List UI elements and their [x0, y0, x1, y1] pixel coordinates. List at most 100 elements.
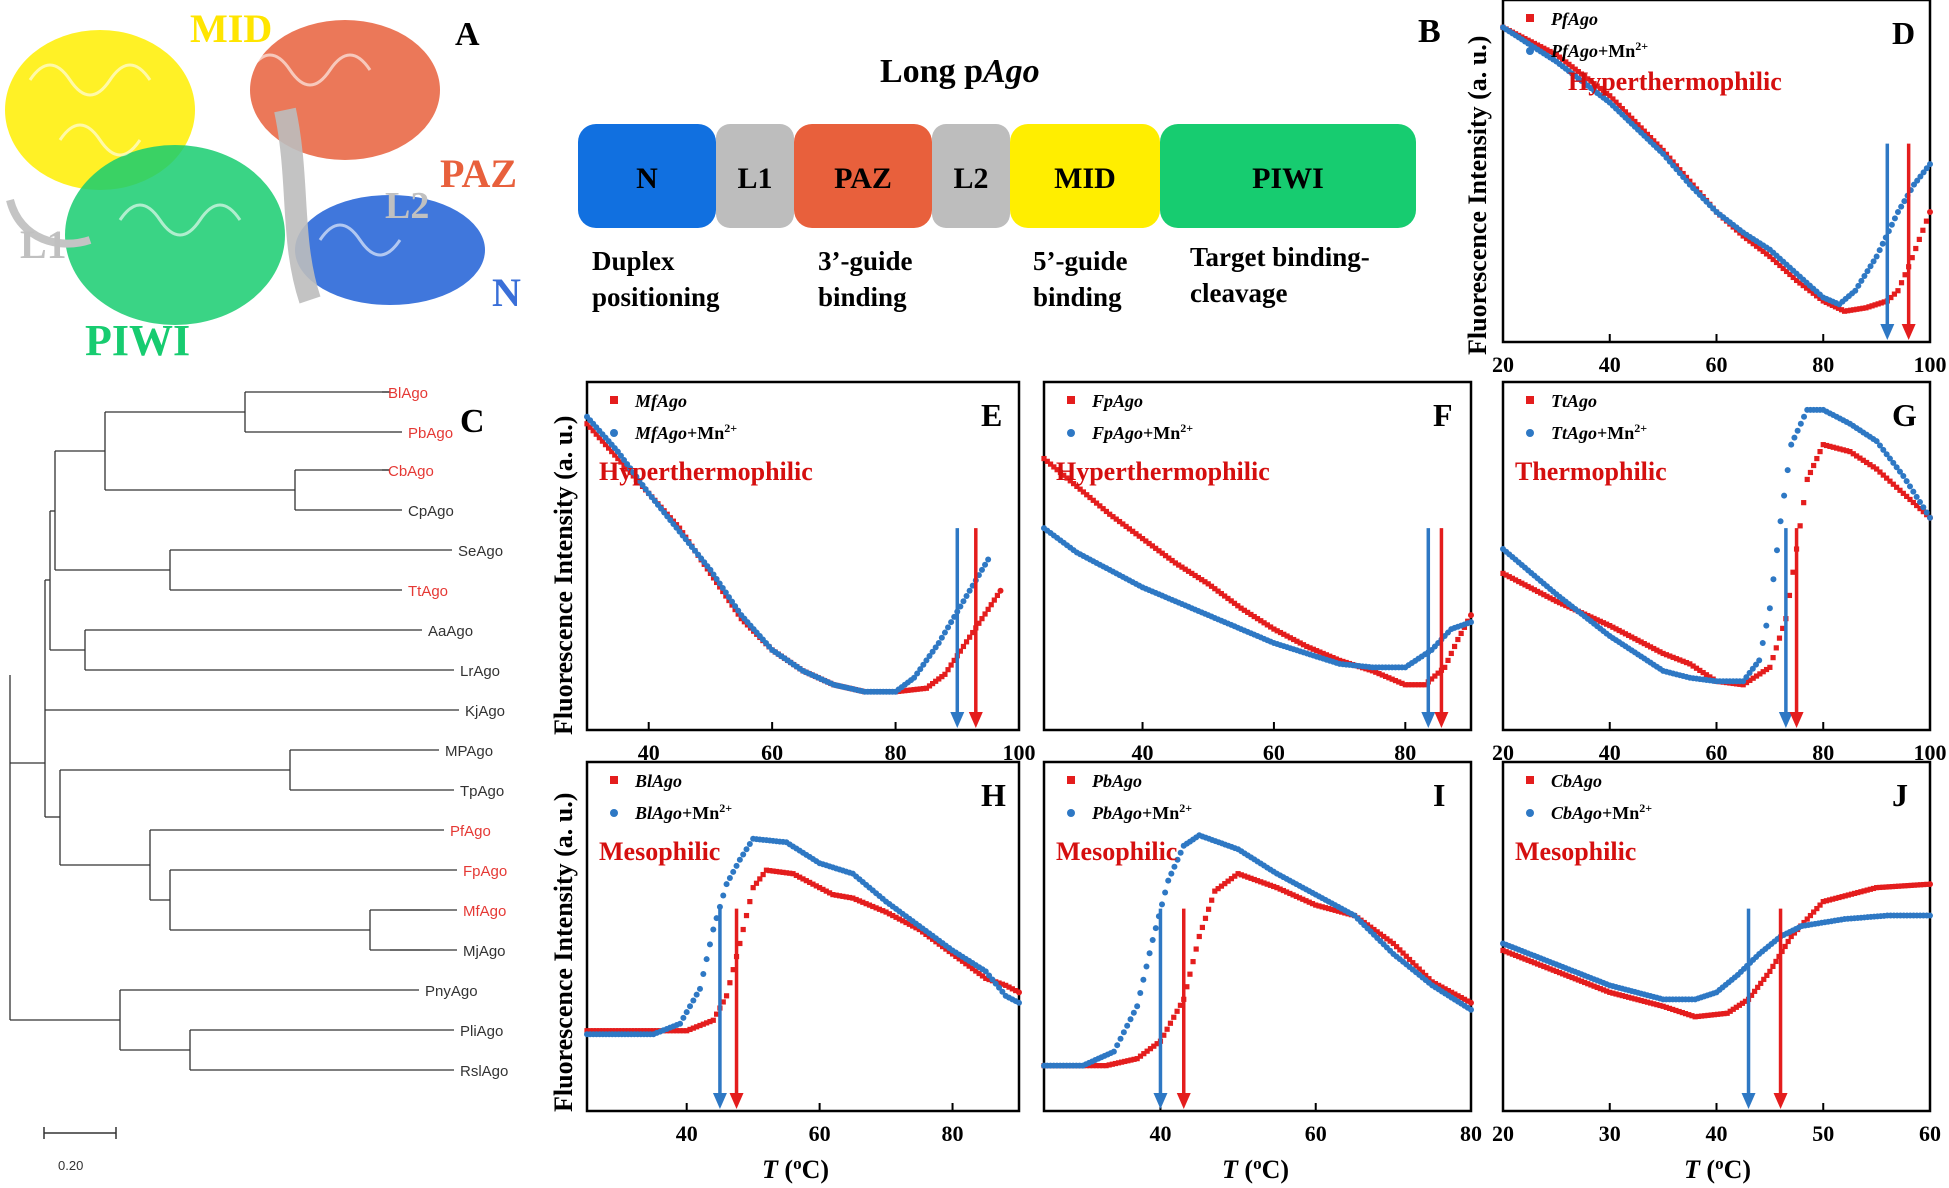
data-point	[627, 465, 634, 472]
legend-marker-red	[610, 396, 618, 404]
data-point	[1641, 641, 1647, 647]
data-point	[1137, 990, 1144, 997]
data-point	[1103, 508, 1110, 515]
data-point	[1376, 671, 1382, 677]
data-point	[770, 868, 776, 874]
data-point	[1112, 1060, 1119, 1067]
data-point	[1232, 873, 1238, 879]
data-point	[738, 616, 744, 622]
data-point	[1205, 906, 1212, 912]
data-point	[1161, 1032, 1167, 1038]
data-point	[1544, 965, 1550, 971]
data-point	[1133, 531, 1139, 537]
data-point	[1830, 444, 1836, 450]
data-point	[1377, 931, 1384, 937]
data-point	[1747, 238, 1753, 244]
data-point	[1927, 161, 1933, 168]
x-tick-label: 20	[1492, 1121, 1514, 1146]
xlabel-i-var: T	[1222, 1155, 1239, 1184]
data-point	[590, 1028, 596, 1034]
data-point	[624, 466, 630, 472]
series-group	[1500, 24, 1933, 314]
data-point	[1842, 308, 1848, 314]
data-point	[729, 598, 736, 605]
data-point	[1666, 1005, 1673, 1011]
data-point	[1740, 682, 1746, 688]
data-point	[1254, 616, 1261, 622]
data-point	[1578, 71, 1585, 77]
data-point	[1692, 1014, 1698, 1020]
data-point	[1261, 880, 1267, 886]
data-point	[911, 674, 918, 681]
data-point	[1337, 657, 1343, 663]
data-point	[1790, 569, 1796, 575]
data-point	[1258, 879, 1264, 885]
data-point	[1152, 925, 1159, 932]
data-point	[1876, 247, 1883, 254]
data-point	[614, 448, 621, 455]
data-point	[1126, 526, 1132, 532]
data-point	[1807, 469, 1814, 476]
data-point	[945, 667, 951, 673]
data-point	[933, 678, 939, 684]
data-point	[1660, 1003, 1666, 1009]
data-point	[1910, 181, 1917, 188]
data-point	[1756, 657, 1763, 664]
data-point	[1130, 528, 1136, 534]
data-point	[736, 856, 743, 863]
data-point	[1625, 112, 1632, 118]
data-point	[970, 629, 976, 636]
data-point	[710, 1017, 716, 1023]
data-point	[1763, 622, 1770, 629]
data-point	[1093, 500, 1100, 506]
data-point	[1445, 987, 1451, 994]
data-point	[1773, 547, 1780, 554]
data-point	[1419, 969, 1426, 975]
panel-letter: F	[1433, 397, 1453, 433]
data-point	[650, 1028, 657, 1034]
data-point	[1238, 605, 1244, 611]
data-point	[1757, 246, 1763, 252]
domain-n-box	[578, 124, 716, 228]
data-point	[873, 905, 879, 911]
data-point	[1553, 52, 1559, 58]
data-point	[722, 589, 729, 596]
data-point	[1835, 305, 1842, 311]
data-point	[1451, 643, 1458, 650]
data-point	[1810, 290, 1816, 296]
data-point	[1743, 674, 1750, 681]
data-point	[1209, 897, 1215, 903]
data-point	[1141, 1051, 1147, 1057]
data-point	[1528, 585, 1534, 591]
data-point	[1880, 472, 1886, 478]
data-point	[1854, 453, 1860, 459]
x-tick-label: 60	[761, 740, 783, 765]
data-point	[900, 918, 906, 924]
data-point	[1707, 674, 1713, 680]
tm-arrowhead-blue	[1880, 324, 1895, 340]
data-point	[1677, 167, 1683, 173]
data-point	[1801, 413, 1808, 420]
data-point	[1852, 890, 1858, 896]
x-tick-label: 50	[1812, 1121, 1834, 1146]
data-point	[1128, 1057, 1134, 1063]
data-point	[1687, 661, 1693, 667]
data-point	[1823, 442, 1830, 449]
data-point	[1708, 1012, 1714, 1018]
melting-curve-plots: 20 40 60 80 100PfAgoPfAgo+Mn2+Hyperthermophi…	[584, 0, 1947, 1146]
data-point	[1895, 288, 1901, 294]
data-point	[994, 592, 1000, 599]
data-point	[926, 683, 933, 689]
data-point	[1814, 455, 1820, 462]
data-point	[1874, 885, 1880, 891]
data-point	[1248, 875, 1254, 881]
data-point	[1870, 258, 1877, 265]
data-point	[1333, 656, 1339, 662]
data-point	[939, 944, 946, 950]
data-point	[1651, 1001, 1657, 1007]
data-point	[803, 878, 809, 884]
data-point	[723, 881, 730, 888]
data-point	[853, 896, 859, 903]
data-point	[1870, 464, 1876, 470]
